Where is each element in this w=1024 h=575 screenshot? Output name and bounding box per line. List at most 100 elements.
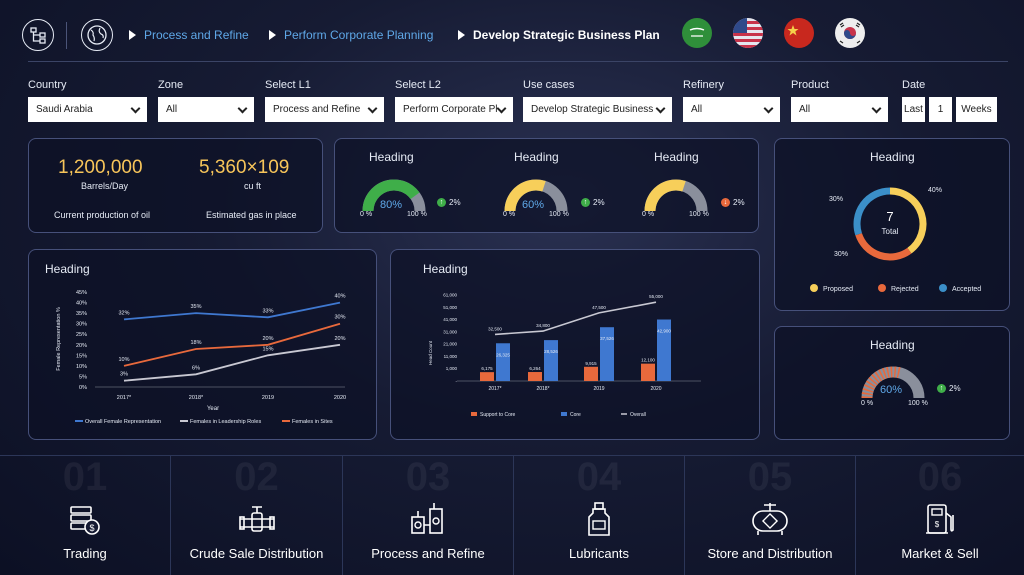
line-chart-ytick: 40% (76, 301, 87, 307)
legend-rejected: Rejected (891, 286, 919, 293)
gauge-1-value: 80% (380, 199, 403, 211)
tile-number: 01 (62, 455, 108, 499)
gauge-4-min: 0 % (861, 400, 874, 407)
bar-data-label: 9,915 (585, 361, 597, 366)
line-data-label: 18% (190, 340, 201, 346)
gauge-3-max: 100 % (689, 211, 709, 218)
flag-south-korea-icon[interactable] (835, 18, 865, 48)
date-unit-select[interactable]: Weeks (956, 97, 997, 122)
gauge-1-fill (362, 179, 420, 212)
line-chart-heading: Heading (45, 262, 90, 276)
tile-crude-sale-distribution[interactable]: 02 Crude Sale Distribution (171, 455, 343, 575)
line-chart-ytick: 5% (79, 374, 87, 380)
tile-lubricants[interactable]: 04 Lubricants (514, 455, 685, 575)
gauge-3 (644, 179, 708, 212)
legend-accepted-swatch (939, 284, 947, 292)
trading-icon: $ (70, 506, 100, 535)
bar-chart-card: Heading - 1,000 11,000 21,000 31,000 41,000 51… (390, 249, 760, 440)
tank-icon (752, 503, 788, 535)
tile-process-and-refine[interactable]: 03 Process and Refine (343, 455, 514, 575)
flag-china-icon[interactable] (784, 18, 814, 48)
filter-use-cases-select[interactable]: Develop Strategic Business (523, 97, 672, 122)
gauge-4-delta: ↑ 2% (937, 384, 961, 393)
gauge-4-fill (861, 366, 903, 399)
fuel-pump-icon: $ (926, 504, 954, 534)
gauge-2 (504, 179, 568, 212)
bar-data-label: 28,526 (544, 349, 558, 354)
legend-sites: Females in Sites (292, 419, 333, 425)
bar-data-label: 6,175 (481, 366, 493, 371)
refinery-icon (411, 503, 443, 534)
donut-label-proposed: 40% (928, 187, 942, 194)
hierarchy-icon[interactable] (22, 19, 54, 51)
gauge-2-min: 0 % (503, 211, 516, 218)
line-series-1 (123, 343, 341, 382)
bar-chart-xtick: 2017* (488, 386, 501, 392)
line-chart-xlabel: Year (207, 406, 219, 412)
line-chart-xtick: 2019 (262, 395, 274, 401)
line-overall (494, 301, 657, 336)
gauge-1-min: 0 % (360, 211, 373, 218)
filter-l1-select[interactable]: Process and Refine (265, 97, 384, 122)
bar-chart-ytick: 61,000 (443, 293, 457, 298)
breadcrumb-item-1[interactable]: Process and Refine (129, 28, 249, 42)
filter-country-select[interactable]: Saudi Arabia (28, 97, 147, 122)
globe-icon[interactable] (81, 19, 113, 51)
header-underline (28, 61, 1008, 62)
legend-rejected-swatch (878, 284, 886, 292)
line-data-label: 33% (262, 308, 273, 314)
filter-product-select[interactable]: All (791, 97, 888, 122)
legend-overall: Overall Female Representation (85, 419, 161, 425)
breadcrumb-item-2[interactable]: Perform Corporate Planning (269, 28, 433, 42)
lubricant-bottle-icon (588, 502, 610, 536)
tile-trading[interactable]: 01 $ Trading (0, 455, 171, 575)
bar-core (600, 327, 614, 381)
bar-chart-ytick: - (456, 379, 458, 384)
filter-zone-select[interactable]: All (158, 97, 254, 122)
filter-country-label: Country (28, 79, 67, 91)
line-chart-card: Heading 0% 5% 10% 15% 20% 25% 30% 35% 40% 45% 2017… (28, 249, 377, 440)
filter-l2-select[interactable]: Perform Corporate Pl (395, 97, 513, 122)
tile-label: Market & Sell (901, 546, 979, 561)
flag-saudi-arabia-icon[interactable] (682, 18, 712, 48)
donut-heading: Heading (870, 150, 915, 164)
oil-production-label: Current production of oil (54, 210, 151, 220)
line-chart-ytick: 10% (76, 364, 87, 370)
tile-market-and-sell[interactable]: 06 $ Market & Sell (856, 455, 1024, 575)
line-chart-ytick: 0% (79, 385, 87, 391)
tile-label: Lubricants (569, 546, 629, 561)
date-count-input[interactable]: 1 (929, 97, 952, 122)
tile-store-and-distribution[interactable]: 05 Store and Distribution (685, 455, 856, 575)
gauge-3-heading: Heading (654, 150, 699, 164)
filter-refinery-label: Refinery (683, 79, 724, 91)
bar-chart: - 1,000 11,000 21,000 31,000 41,000 51,000 61,0… (428, 293, 701, 418)
line-data-label: 35% (190, 304, 201, 310)
gauge-2-value: 60% (522, 199, 545, 211)
tile-label: Store and Distribution (707, 546, 833, 561)
kpi-card: 1,200,000 Barrels/Day Current production… (28, 138, 323, 233)
gauge-1-heading: Heading (369, 150, 414, 164)
legend-core-swatch (561, 412, 567, 416)
line-data-label: 10% (118, 357, 129, 363)
donut-total-value: 7 (886, 209, 893, 224)
bar-support-to-core (480, 372, 494, 381)
bar-data-label: 6,264 (529, 366, 541, 371)
donut-slice-proposed (889, 187, 927, 254)
filter-use-cases-label: Use cases (523, 79, 575, 91)
filter-refinery-select[interactable]: All (683, 97, 780, 122)
bar-data-label: 12,100 (641, 358, 655, 363)
bar-chart-ytick: 1,000 (446, 366, 458, 371)
svg-text:$: $ (935, 520, 940, 529)
bar-chart-xtick: 2020 (650, 386, 661, 392)
chevron-down-icon (871, 103, 882, 114)
gauge-4-card: Heading 60% 0 % 100 % ↑ 2% (774, 326, 1010, 440)
gauge-2-max: 100 % (549, 211, 569, 218)
flag-united-states-icon[interactable] (733, 18, 763, 48)
chevron-down-icon (130, 103, 141, 114)
bar-chart-ytick: 51,000 (443, 305, 457, 310)
bar-data-label: 42,900 (657, 329, 671, 334)
bar-core (657, 319, 671, 381)
gauge-4-heading: Heading (870, 338, 915, 352)
gauges-card: Heading 80% 0 % 100 % ↑ 2% Heading 60% 0 … (334, 138, 759, 233)
bar-support-to-core (528, 372, 542, 381)
